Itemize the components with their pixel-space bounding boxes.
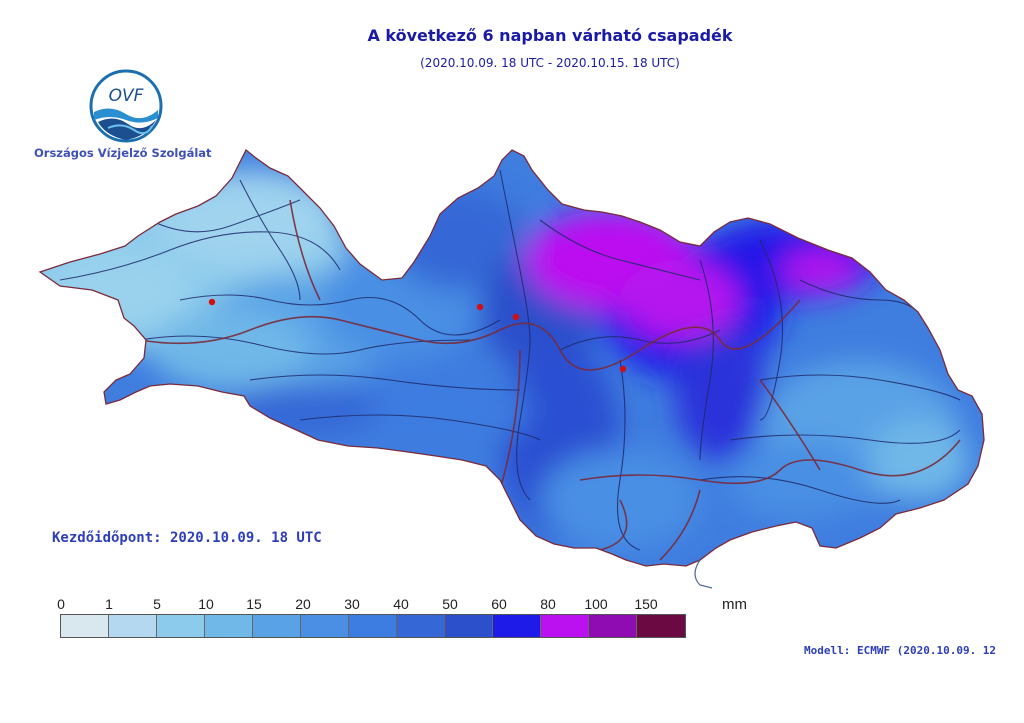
legend-swatch (157, 615, 205, 637)
legend-tick: 30 (344, 596, 360, 612)
logo-text: OVF (109, 86, 144, 106)
legend-swatch (61, 615, 109, 637)
legend-tick: 100 (584, 596, 608, 612)
legend-tick: 1 (105, 596, 113, 612)
map-subtitle: (2020.10.09. 18 UTC - 2020.10.15. 18 UTC… (420, 56, 680, 70)
legend-tick: 0 (57, 596, 65, 612)
legend-tick: 15 (246, 596, 262, 612)
model-label: Modell: ECMWF (2020.10.09. 12 (804, 644, 997, 657)
legend-swatch (253, 615, 301, 637)
ovf-logo: OVF (89, 69, 163, 143)
legend-swatch (637, 615, 685, 637)
start-time-label: Kezdőidőpont: 2020.10.09. 18 UTC (52, 530, 322, 546)
legend-swatch (109, 615, 157, 637)
legend-tick: 10 (198, 596, 214, 612)
legend-tick: 40 (393, 596, 409, 612)
legend-unit: mm (722, 596, 747, 613)
legend-swatch (493, 615, 541, 637)
legend-tick: 80 (540, 596, 556, 612)
legend-tick: 60 (491, 596, 507, 612)
legend-swatch (541, 615, 589, 637)
legend-color-bar (60, 614, 686, 638)
organization-name: Országos Vízjelző Szolgálat (34, 146, 212, 160)
legend-swatch (205, 615, 253, 637)
legend-tick: 20 (295, 596, 311, 612)
legend-swatch (397, 615, 445, 637)
legend-tick: 50 (442, 596, 458, 612)
legend-swatch (349, 615, 397, 637)
legend-tick: 150 (634, 596, 658, 612)
legend-swatch (589, 615, 637, 637)
legend-swatch (301, 615, 349, 637)
legend-swatch (445, 615, 493, 637)
map-title: A következő 6 napban várható csapadék (367, 26, 733, 45)
legend-tick: 5 (153, 596, 161, 612)
